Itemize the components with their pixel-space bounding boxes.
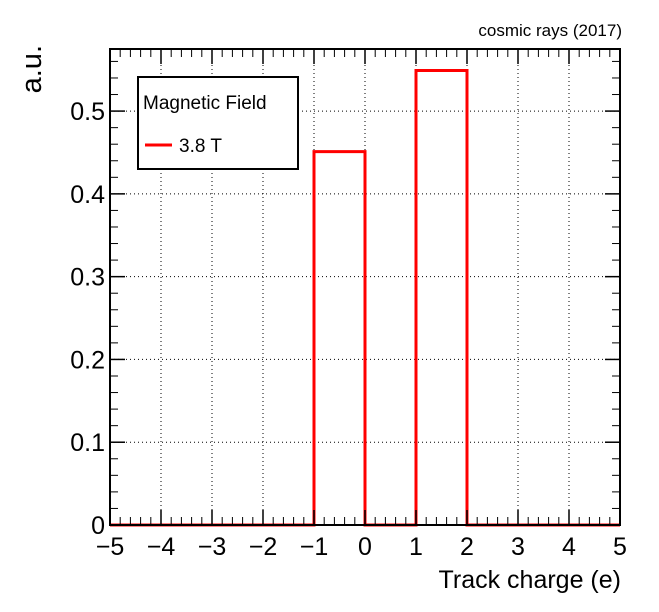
histogram-bin (416, 71, 467, 525)
x-tick-label: −2 (249, 533, 278, 561)
x-tick-label: −4 (147, 533, 176, 561)
legend-header: Magnetic Field (143, 93, 267, 114)
y-tick-label: 0.3 (70, 264, 105, 292)
y-tick-label: 0.4 (70, 181, 105, 209)
x-axis-label: Track charge (e) (439, 566, 621, 594)
x-tick-label: 1 (409, 533, 423, 561)
x-tick-label: −1 (300, 533, 329, 561)
legend-series-label: 3.8 T (179, 136, 222, 157)
legend: Magnetic Field 3.8 T (137, 76, 299, 170)
axis-ticks (109, 49, 621, 526)
x-tick-label: 2 (460, 533, 474, 561)
x-tick-label: −5 (96, 533, 125, 561)
x-tick-label: −3 (198, 533, 227, 561)
chart-title: cosmic rays (2017) (478, 21, 622, 40)
y-tick-label: 0.5 (70, 98, 105, 126)
y-tick-label: 0.2 (70, 346, 105, 374)
y-tick-label: 0 (91, 512, 105, 540)
tick-labels: −5 −4 −3 −2 −1 0 1 2 3 4 5 0 0.1 0.2 0.3 0.4 0.5 (70, 98, 627, 561)
x-tick-label: 4 (562, 533, 576, 561)
y-axis-label: a.u. (16, 45, 48, 93)
histogram-bin (314, 152, 365, 525)
x-tick-label: 5 (613, 533, 627, 561)
x-tick-label: 3 (511, 533, 525, 561)
y-tick-label: 0.1 (70, 429, 105, 457)
legend-box (137, 76, 299, 170)
x-tick-label: 0 (358, 533, 372, 561)
